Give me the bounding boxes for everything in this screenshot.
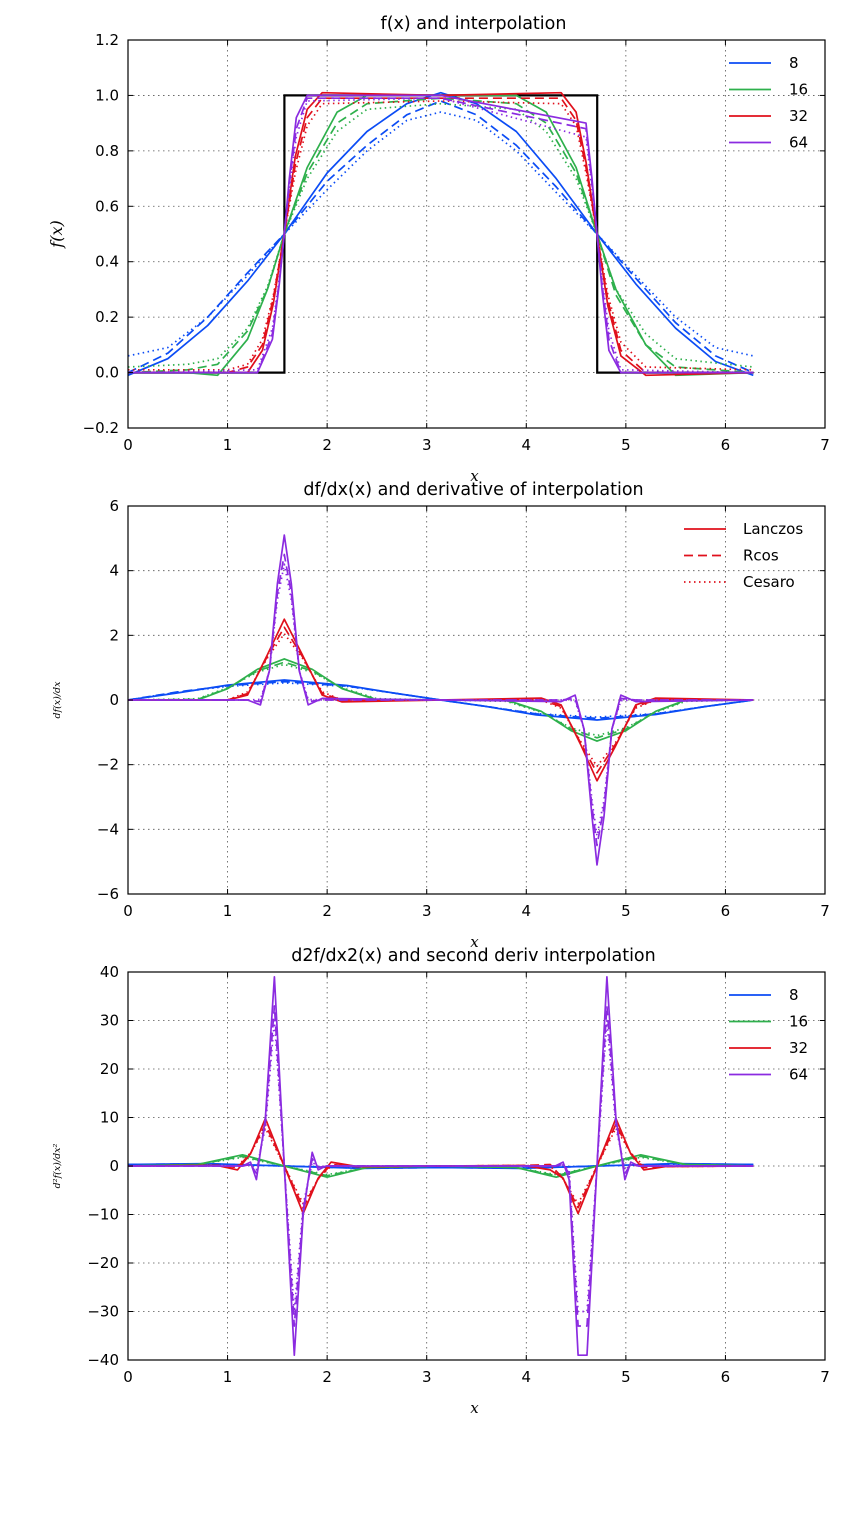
x-tick-label: 2 xyxy=(322,436,332,454)
plot-area xyxy=(128,534,754,866)
series-16-lanczos-line xyxy=(128,94,754,377)
exact-function-line xyxy=(128,94,754,374)
series-32-cesaro-line xyxy=(128,100,754,371)
legend: 8 16 32 64 xyxy=(729,986,808,1084)
y-tick-label: −10 xyxy=(87,1206,119,1224)
y-tick-label: 0.4 xyxy=(95,253,119,271)
chart-title: f(x) and interpolation xyxy=(381,14,567,34)
legend: 8 16 32 64 xyxy=(729,54,808,152)
x-tick-label: 5 xyxy=(621,436,631,454)
y-tick-label: 0.0 xyxy=(95,364,119,382)
y-tick-label: 40 xyxy=(100,963,119,981)
series-64-rcos-line xyxy=(128,97,754,374)
legend-label: 8 xyxy=(789,54,799,72)
x-tick-label: 2 xyxy=(322,902,332,920)
legend-label: 64 xyxy=(789,134,808,152)
y-tick-label: 1.2 xyxy=(95,31,119,49)
y-tick-label: −6 xyxy=(97,885,119,903)
legend-label: Lanczos xyxy=(743,520,803,538)
legend: Lanczos Rcos Cesaro xyxy=(684,520,803,591)
x-tick-label: 1 xyxy=(223,902,233,920)
y-tick-label: −2 xyxy=(97,756,119,774)
y-tick-label: 0.6 xyxy=(95,197,119,215)
legend-label: 32 xyxy=(789,107,808,125)
x-tick-label: 5 xyxy=(621,1368,631,1386)
legend-label: 16 xyxy=(789,1013,808,1031)
x-tick-label: 3 xyxy=(422,902,432,920)
x-tick-label: 0 xyxy=(123,902,133,920)
x-tick-label: 3 xyxy=(422,436,432,454)
x-tick-label: 7 xyxy=(820,436,830,454)
series-8-lanczos-line xyxy=(128,91,754,377)
plot-frame xyxy=(127,39,826,429)
y-tick-label: 10 xyxy=(100,1109,119,1127)
y-tick-label: −0.2 xyxy=(83,419,119,437)
x-tick-label: 7 xyxy=(820,902,830,920)
y-tick-label: 4 xyxy=(109,562,119,580)
y-tick-label: 0 xyxy=(109,691,119,709)
series-16-cesaro-line xyxy=(128,102,754,368)
y-tick-label: 0.8 xyxy=(95,142,119,160)
plot-area xyxy=(128,91,754,377)
y-tick-label: 0.2 xyxy=(95,308,119,326)
plot-area xyxy=(128,975,754,1357)
series-32-lanczos-line xyxy=(128,91,754,377)
y-tick-label: 1.0 xyxy=(95,86,119,104)
legend-label: 64 xyxy=(789,1066,808,1084)
x-tick-label: 4 xyxy=(522,1368,532,1386)
x-tick-label: 2 xyxy=(322,1368,332,1386)
y-tick-label: −30 xyxy=(87,1303,119,1321)
x-tick-label: 1 xyxy=(223,436,233,454)
x-tick-label: 0 xyxy=(123,436,133,454)
series-64-lanczos-line xyxy=(128,94,754,374)
y-tick-label: 20 xyxy=(100,1060,119,1078)
series-8-cesaro-line xyxy=(128,111,754,357)
x-tick-label: 4 xyxy=(522,902,532,920)
x-tick-label: 3 xyxy=(422,1368,432,1386)
legend-label: 16 xyxy=(789,81,808,99)
series-16-rcos-line xyxy=(128,97,754,374)
chart-panel-2: 0 1 2 3 4 5 6 7 −6 −4 −2 0 2 4 6 df/dx(x) and derivativ… xyxy=(52,480,830,951)
y-tick-label: 0 xyxy=(109,1157,119,1175)
chart-panel-1: 0 1 2 3 4 5 6 7 −0.2 0.0 0.2 0.4 0.6 0.8 1.0 1.2 f(x) an… xyxy=(47,14,830,485)
x-tick-label: 6 xyxy=(721,436,731,454)
series-8-lanczos-line xyxy=(128,1162,754,1170)
chart-panel-3: 0 1 2 3 4 5 6 7 −40 −30 −20 −10 0 10 20 30 40 d2f/dx2(x) … xyxy=(52,946,830,1417)
x-tick-label: 6 xyxy=(721,1368,731,1386)
series-64-lanczos-line xyxy=(128,534,754,866)
series-64-lanczos-line xyxy=(128,975,754,1357)
x-tick-label: 0 xyxy=(123,1368,133,1386)
chart-title: df/dx(x) and derivative of interpolation xyxy=(303,480,643,500)
legend-label: Rcos xyxy=(743,547,779,565)
y-tick-label: −20 xyxy=(87,1254,119,1272)
legend-label: 32 xyxy=(789,1039,808,1057)
series-64-cesaro-line xyxy=(128,97,754,374)
x-tick-label: 5 xyxy=(621,902,631,920)
legend-label: 8 xyxy=(789,986,799,1004)
y-tick-label: −4 xyxy=(97,820,119,838)
x-tick-label: 6 xyxy=(721,902,731,920)
y-tick-label: 30 xyxy=(100,1012,119,1030)
y-axis-label: df(x)/dx xyxy=(52,681,63,719)
x-tick-label: 1 xyxy=(223,1368,233,1386)
y-tick-label: 2 xyxy=(109,626,119,644)
x-tick-label: 4 xyxy=(522,436,532,454)
legend-label: Cesaro xyxy=(743,573,795,591)
x-tick-label: 7 xyxy=(820,1368,830,1386)
chart-title: d2f/dx2(x) and second deriv interpolatio… xyxy=(291,946,655,966)
y-tick-label: −40 xyxy=(87,1351,119,1369)
y-axis-label: d²f(x)/dx² xyxy=(52,1143,63,1188)
x-axis-label: x xyxy=(470,467,479,485)
series-32-rcos-line xyxy=(128,97,754,374)
x-axis-label: x xyxy=(470,1399,479,1417)
x-axis-label: x xyxy=(470,933,479,951)
series-8-rcos-line xyxy=(128,100,754,374)
y-axis-label: f(x) xyxy=(47,220,66,248)
y-tick-label: 6 xyxy=(109,497,119,515)
